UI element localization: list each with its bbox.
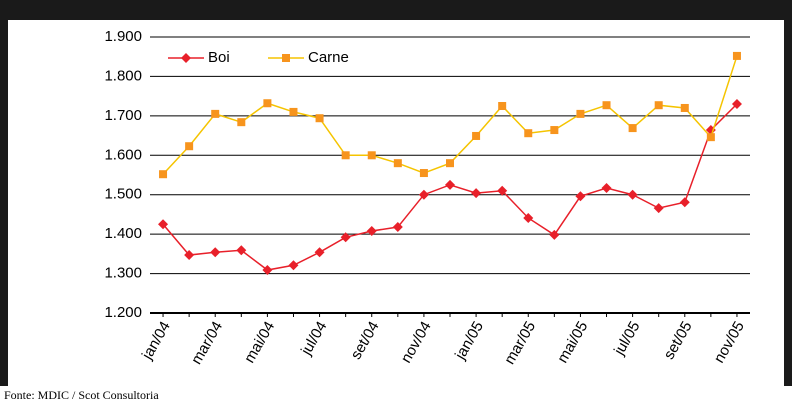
point [575, 191, 586, 202]
point [288, 260, 299, 271]
y-tick-label: 1.200 [104, 304, 142, 321]
point [550, 126, 559, 135]
point [366, 225, 377, 236]
point [523, 212, 534, 223]
y-tick-label: 1.400 [104, 225, 142, 242]
footer [0, 386, 792, 405]
chart-area [8, 20, 784, 386]
legend-label: Carne [308, 49, 349, 66]
y-tick-label: 1.600 [104, 146, 142, 163]
point [340, 232, 351, 243]
point [419, 169, 428, 178]
legend-marker [282, 54, 290, 62]
legend-label: Boi [208, 49, 230, 66]
point [445, 179, 455, 190]
point [601, 183, 612, 194]
point [158, 219, 169, 230]
source: Fonte: MDIC / Scot Consultoria [4, 388, 159, 402]
point [680, 103, 689, 112]
point [367, 151, 376, 160]
point [628, 124, 637, 133]
point [393, 159, 402, 168]
point [549, 229, 560, 240]
point [341, 151, 350, 160]
point [315, 114, 324, 123]
y-tick-label: 1.300 [104, 265, 142, 282]
point [472, 131, 481, 140]
point [576, 109, 585, 118]
point [210, 247, 221, 258]
y-tick-label: 1.900 [104, 28, 142, 45]
point [289, 107, 298, 116]
point [392, 222, 403, 233]
point [185, 142, 194, 151]
point [498, 102, 507, 110]
point [706, 133, 715, 142]
legend-marker [181, 53, 191, 63]
point [262, 265, 273, 276]
point [602, 101, 611, 110]
point [237, 118, 246, 127]
point [263, 99, 272, 108]
point [211, 109, 220, 118]
point [471, 188, 482, 199]
y-tick-label: 1.500 [104, 186, 142, 203]
point [653, 203, 664, 214]
point [159, 170, 168, 179]
point [731, 99, 742, 110]
point [314, 247, 325, 258]
point [627, 189, 638, 200]
point [524, 129, 533, 138]
point [497, 185, 508, 196]
y-tick-label: 1.800 [104, 67, 142, 84]
point [418, 189, 429, 200]
point [184, 250, 195, 261]
point [654, 101, 663, 110]
point [679, 197, 690, 208]
y-tick-label: 1.700 [104, 107, 142, 124]
point [446, 159, 454, 168]
point [732, 51, 741, 60]
point [236, 245, 247, 256]
